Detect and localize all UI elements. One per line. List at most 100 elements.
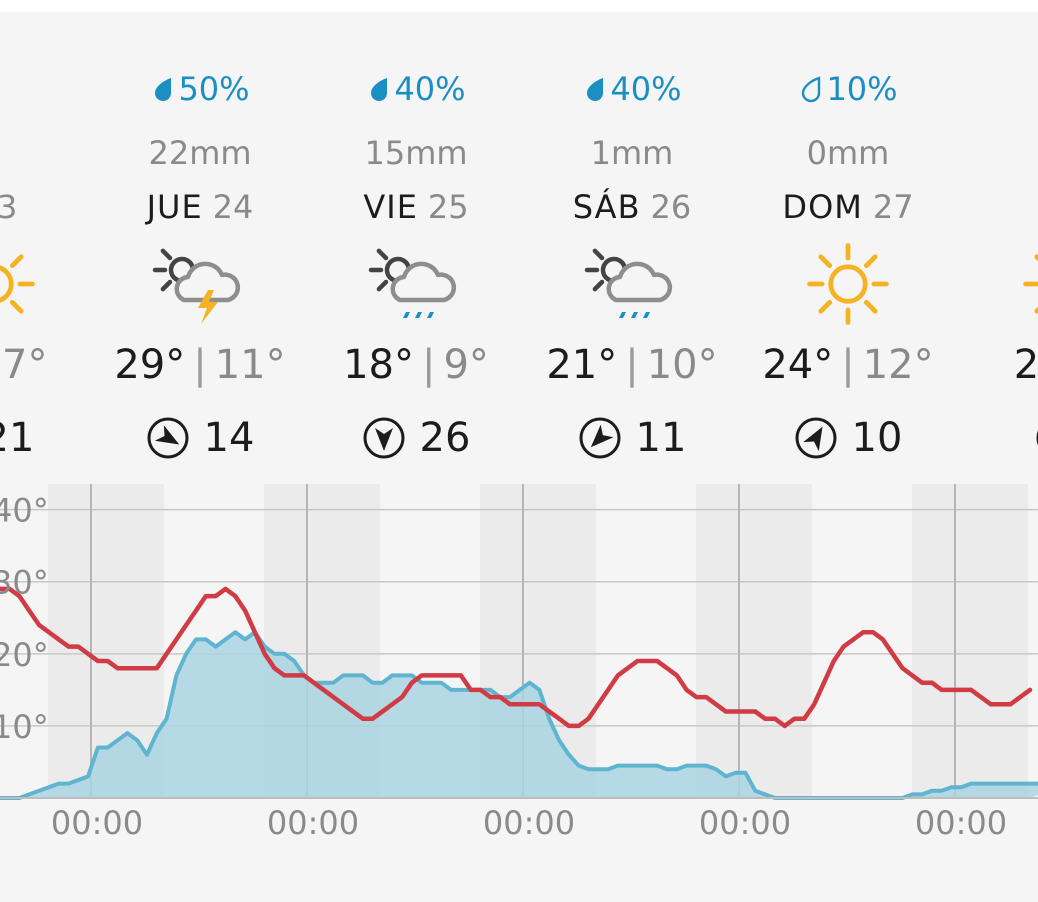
- day-column[interactable]: 23 17° 21: [0, 0, 100, 480]
- night-band: [696, 484, 812, 798]
- wind-direction-icon: [795, 417, 837, 459]
- precipitation-probability-value: 10%: [826, 70, 898, 108]
- weather-icon: [532, 234, 732, 334]
- precipitation-probability-value: 40%: [610, 70, 682, 108]
- wind-direction-icon: [363, 417, 405, 459]
- temperature-range: 18° | 9°: [316, 338, 516, 392]
- precipitation-probability: 10%: [748, 66, 948, 112]
- precipitation-amount: 15mm: [364, 134, 468, 172]
- y-tick-label: 40°: [0, 492, 49, 530]
- temperature-range: 21° | 10°: [532, 338, 732, 392]
- day-number: 24: [212, 188, 254, 226]
- min-temperature: 12°: [862, 342, 934, 388]
- temperature-separator: |: [841, 342, 855, 388]
- min-temperature: 9°: [443, 342, 489, 388]
- max-temperature: 24°: [1013, 342, 1038, 388]
- partly-cloudy-rain-icon: [584, 248, 673, 318]
- precipitation-area: [0, 632, 1038, 798]
- raindrop-icon: [371, 78, 388, 101]
- sun-icon: [807, 243, 889, 325]
- raindrop-icon: [155, 78, 172, 101]
- temperature-separator: |: [625, 342, 639, 388]
- precipitation-probability: 40%: [532, 66, 732, 112]
- day-column[interactable]: 0 LU 24°|: [964, 0, 1038, 480]
- y-tick-label: 30°: [0, 564, 49, 602]
- wind-speed: 10: [851, 415, 903, 461]
- day-date: 23: [0, 184, 92, 230]
- temperature-range: 24°|: [964, 338, 1038, 392]
- precipitation-amount: 22mm: [148, 134, 252, 172]
- max-temperature: 21°: [546, 342, 618, 388]
- temperature-range: 24° | 12°: [748, 338, 948, 392]
- raindrop-icon: [587, 78, 604, 101]
- precipitation-amount: 0mm: [806, 134, 890, 172]
- day-number: 26: [650, 188, 692, 226]
- wind-speed: 26: [419, 415, 471, 461]
- precipitation-probability-value: 40%: [394, 70, 466, 108]
- y-tick-label: 20°: [0, 636, 49, 674]
- day-number: 25: [427, 188, 469, 226]
- x-tick-label: 00:00: [483, 804, 575, 842]
- wind: 11: [532, 410, 732, 466]
- temperature-separator: |: [421, 342, 436, 388]
- day-name: SÁB: [572, 188, 641, 226]
- precipitation-probability: 40%: [316, 66, 516, 112]
- y-tick-label: 10°: [0, 708, 49, 746]
- temperature-precipitation-chart: 40° 30° 20° 10° 00:00 00:00 00:00 00:00 00:00: [0, 484, 1038, 842]
- sun-icon: [1023, 254, 1038, 314]
- night-band: [912, 484, 1028, 798]
- weather-icon: [0, 234, 94, 334]
- wind: 21: [0, 410, 80, 466]
- day-name: JUE: [146, 188, 203, 226]
- day-date: VIE 25: [316, 184, 516, 230]
- precipitation-amount: 0: [964, 130, 1038, 176]
- wind-speed: 14: [203, 415, 255, 461]
- x-tick-label: 00:00: [267, 804, 359, 842]
- temperature-range: 17°: [0, 338, 112, 392]
- max-temperature: 18°: [343, 342, 414, 388]
- wind-direction-icon: [579, 417, 621, 459]
- x-tick-label: 00:00: [51, 804, 143, 842]
- max-temperature: 29°: [114, 342, 186, 388]
- x-tick-label: 00:00: [699, 804, 791, 842]
- precipitation-probability-value: 50%: [178, 70, 250, 108]
- min-temperature: 17°: [0, 342, 48, 388]
- wind-direction-icon: [147, 417, 189, 459]
- weather-icon: [100, 234, 300, 334]
- weather-icon: [748, 234, 948, 334]
- temperature-range: 29° | 11°: [100, 338, 300, 392]
- day-date: DOM 27: [748, 184, 948, 230]
- max-temperature: 24°: [762, 342, 834, 388]
- sun-icon: [0, 254, 35, 314]
- temperature-separator: |: [193, 342, 207, 388]
- wind-speed: 21: [0, 415, 35, 461]
- day-column[interactable]: 40% 1mm SÁB 26 21° | 10° 11: [532, 0, 732, 480]
- wind-speed: 11: [635, 415, 687, 461]
- x-tick-label: 00:00: [915, 804, 1007, 842]
- day-number: 23: [0, 188, 18, 226]
- wind: [964, 410, 1038, 466]
- precipitation-probability: 50%: [100, 66, 300, 112]
- min-temperature: 11°: [214, 342, 286, 388]
- wind: 26: [316, 410, 516, 466]
- raindrop-outline-icon: [802, 76, 821, 103]
- day-name: VIE: [363, 188, 418, 226]
- wind: 14: [100, 410, 300, 466]
- temperature-line: [0, 586, 1033, 729]
- day-name: DOM: [782, 188, 863, 226]
- weather-icon: [964, 234, 1038, 334]
- day-column[interactable]: 50% 22mm JUE 24 29° | 11° 14: [100, 0, 300, 480]
- day-column[interactable]: 10% 0mm DOM 27 24° | 12° 10: [748, 0, 948, 480]
- day-date: SÁB 26: [532, 184, 732, 230]
- day-date: JUE 24: [100, 184, 300, 230]
- top-bar: [0, 0, 1038, 12]
- partly-cloudy-storm-icon: [152, 248, 241, 324]
- min-temperature: 10°: [646, 342, 718, 388]
- precipitation-amount: 1mm: [590, 134, 674, 172]
- day-number: 27: [872, 188, 914, 226]
- partly-cloudy-rain-icon: [368, 248, 457, 318]
- day-column[interactable]: 40% 15mm VIE 25 18° | 9° 26: [316, 0, 516, 480]
- day-date: LU: [970, 184, 1038, 230]
- wind: 10: [748, 410, 948, 466]
